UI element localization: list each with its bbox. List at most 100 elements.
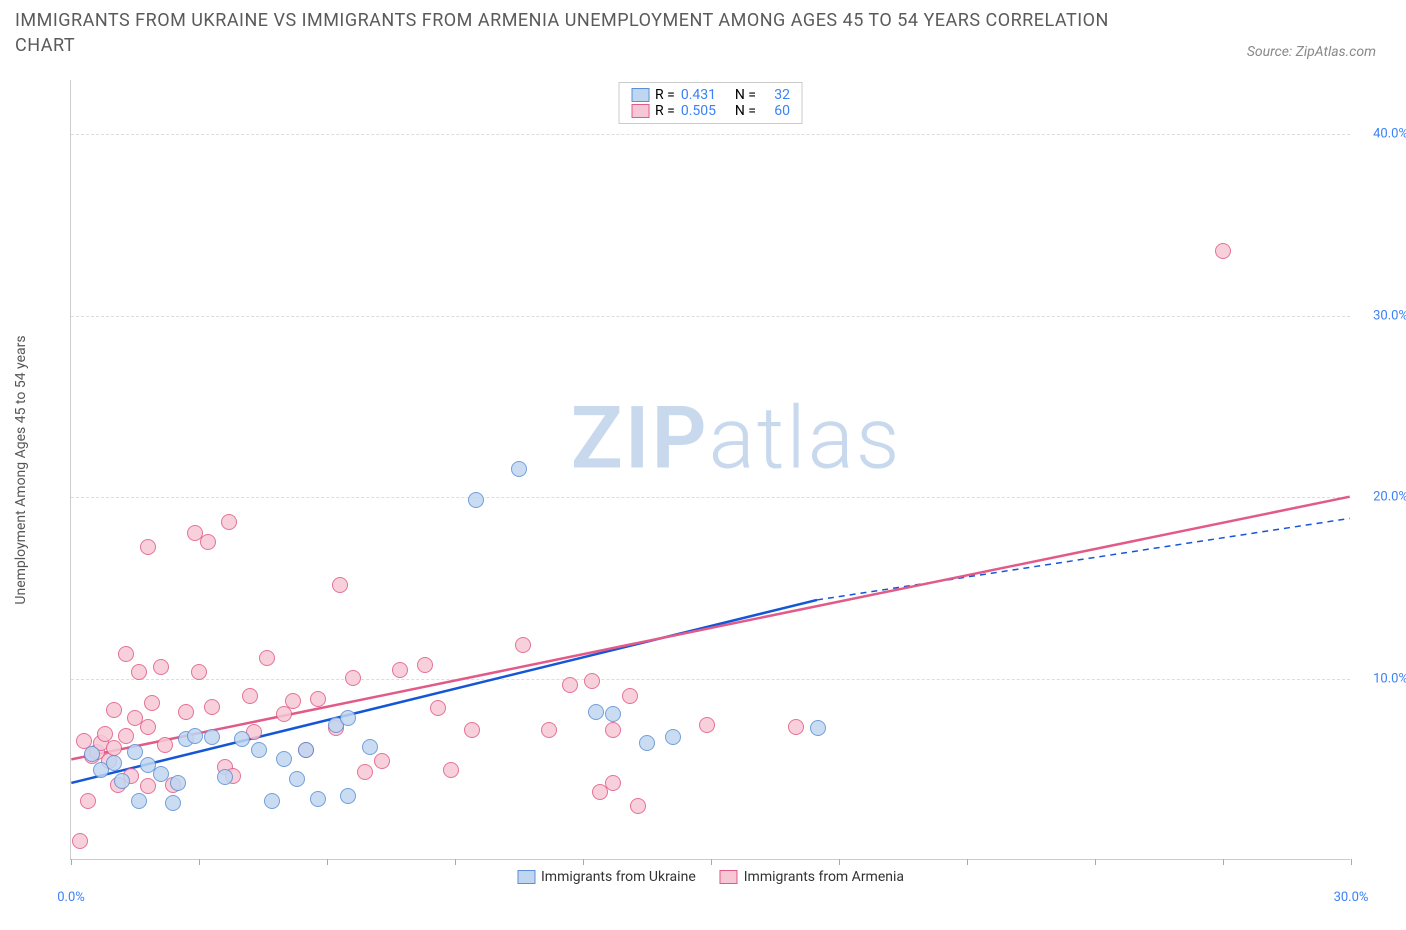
scatter-point [374, 753, 390, 769]
scatter-point [140, 539, 156, 555]
scatter-point [106, 755, 122, 771]
scatter-point [584, 673, 600, 689]
plot-area: Unemployment Among Ages 45 to 54 years 1… [70, 80, 1350, 860]
scatter-point [605, 722, 621, 738]
scatter-point [788, 719, 804, 735]
gridline [71, 134, 1350, 135]
gridline [71, 497, 1350, 498]
scatter-point [392, 662, 408, 678]
scatter-point [332, 577, 348, 593]
scatter-point [340, 710, 356, 726]
scatter-point [630, 798, 646, 814]
correlation-legend: R =0.431N =32R =0.505N =60 [618, 82, 803, 124]
scatter-point [622, 688, 638, 704]
scatter-point [515, 637, 531, 653]
y-tick-label: 10.0% [1356, 671, 1406, 686]
scatter-point [562, 677, 578, 693]
series-legend-label: Immigrants from Ukraine [541, 869, 696, 885]
x-tick [1351, 859, 1352, 865]
scatter-point [234, 731, 250, 747]
scatter-point [605, 706, 621, 722]
scatter-point [665, 729, 681, 745]
scatter-point [242, 688, 258, 704]
x-tick [839, 859, 840, 865]
series-legend-item: Immigrants from Ukraine [517, 869, 696, 885]
chart-header: IMMIGRANTS FROM UKRAINE VS IMMIGRANTS FR… [15, 8, 1391, 58]
scatter-point [187, 728, 203, 744]
scatter-point [362, 739, 378, 755]
scatter-point [72, 833, 88, 849]
scatter-point [191, 664, 207, 680]
series-legend-label: Immigrants from Armenia [744, 869, 904, 885]
scatter-point [430, 700, 446, 716]
chart-title: IMMIGRANTS FROM UKRAINE VS IMMIGRANTS FR… [15, 8, 1115, 58]
scatter-point [541, 722, 557, 738]
x-tick [1095, 859, 1096, 865]
scatter-point [118, 728, 134, 744]
scatter-point [289, 771, 305, 787]
scatter-point [1215, 243, 1231, 259]
scatter-point [153, 659, 169, 675]
scatter-point [443, 762, 459, 778]
gridline [71, 316, 1350, 317]
y-tick-label: 30.0% [1356, 308, 1406, 323]
scatter-point [605, 775, 621, 791]
scatter-point [97, 726, 113, 742]
scatter-point [298, 742, 314, 758]
x-tick [199, 859, 200, 865]
scatter-point [357, 764, 373, 780]
y-tick-label: 40.0% [1356, 127, 1406, 142]
scatter-point [200, 534, 216, 550]
legend-r-value: 0.431 [681, 87, 729, 103]
scatter-point [251, 742, 267, 758]
scatter-point [84, 746, 100, 762]
x-tick-label: 0.0% [57, 890, 85, 905]
scatter-point [204, 699, 220, 715]
y-tick-label: 20.0% [1356, 490, 1406, 505]
legend-swatch [517, 870, 535, 884]
scatter-point [699, 717, 715, 733]
series-legend: Immigrants from Ukraine Immigrants from A… [517, 869, 904, 885]
scatter-point [285, 693, 301, 709]
x-tick [71, 859, 72, 865]
legend-n-prefix: N = [735, 103, 756, 119]
scatter-point [140, 719, 156, 735]
scatter-point [639, 735, 655, 751]
x-tick [711, 859, 712, 865]
scatter-point [345, 670, 361, 686]
scatter-point [153, 766, 169, 782]
scatter-point [165, 795, 181, 811]
scatter-point [106, 702, 122, 718]
scatter-point [310, 791, 326, 807]
legend-n-value: 32 [762, 87, 790, 103]
x-tick [327, 859, 328, 865]
scatter-point [204, 729, 220, 745]
scatter-point [221, 514, 237, 530]
scatter-point [464, 722, 480, 738]
scatter-point [588, 704, 604, 720]
scatter-point [140, 778, 156, 794]
scatter-point [144, 695, 160, 711]
x-tick-label: 30.0% [1334, 890, 1369, 905]
scatter-point [310, 691, 326, 707]
scatter-point [468, 492, 484, 508]
y-axis-label: Unemployment Among Ages 45 to 54 years [13, 335, 29, 604]
scatter-point [127, 744, 143, 760]
scatter-point [259, 650, 275, 666]
x-tick [583, 859, 584, 865]
scatter-point [170, 775, 186, 791]
scatter-point [131, 793, 147, 809]
legend-r-prefix: R = [655, 103, 675, 119]
legend-n-prefix: N = [735, 87, 756, 103]
legend-swatch [631, 88, 649, 102]
legend-n-value: 60 [762, 103, 790, 119]
scatter-point [276, 751, 292, 767]
scatter-point [178, 704, 194, 720]
scatter-point [264, 793, 280, 809]
gridline [71, 679, 1350, 680]
scatter-point [340, 788, 356, 804]
x-tick [1223, 859, 1224, 865]
scatter-point [217, 769, 233, 785]
scatter-point [810, 720, 826, 736]
legend-swatch [720, 870, 738, 884]
